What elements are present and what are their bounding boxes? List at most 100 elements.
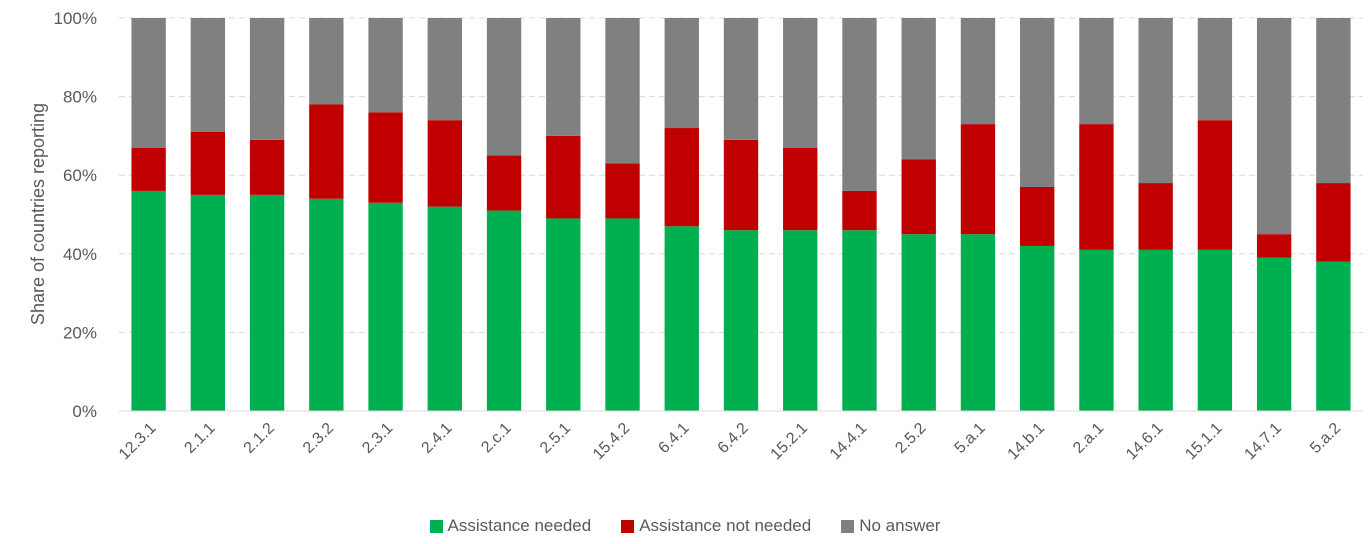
- x-tick-label: 2.5.1: [537, 420, 574, 457]
- legend-label: No answer: [859, 516, 941, 535]
- x-tick-label: 2.a.1: [1070, 420, 1107, 457]
- legend-item: No answer: [841, 516, 940, 536]
- y-axis-title: Share of countries reporting: [28, 103, 48, 325]
- stacked-bar-chart: 0% 20% 40% 60% 80% 100% 12.3.1 2.1.1 2.1.2 2.3.2…: [28, 9, 1363, 464]
- x-tick-label: 5.a.1: [952, 420, 989, 457]
- bar-segment: [960, 234, 996, 411]
- y-axis-tick-labels: 0% 20% 40% 60% 80% 100%: [54, 9, 97, 421]
- bar-segment: [1020, 186, 1055, 246]
- y-tick-label: 40%: [63, 245, 97, 264]
- bar-segment: [1020, 18, 1055, 187]
- x-tick-label: 2.3.2: [300, 420, 337, 457]
- bar-segment: [427, 206, 462, 411]
- x-tick-label: 2.3.1: [359, 420, 396, 457]
- bar-segment: [901, 18, 936, 160]
- bar-segment: [486, 18, 522, 156]
- bar-segment: [1138, 18, 1173, 184]
- bar-segment: [1138, 249, 1173, 411]
- bar-segment: [960, 124, 996, 235]
- x-tick-label: 14.7.1: [1241, 420, 1285, 464]
- legend: Assistance needed Assistance not needed No…: [0, 516, 1370, 536]
- bar-segment: [1256, 18, 1292, 235]
- bar-segment: [368, 18, 403, 113]
- x-tick-label: 14.4.1: [827, 420, 871, 464]
- x-tick-label: 6.4.1: [655, 420, 692, 457]
- bars: [131, 18, 1351, 411]
- bar-segment: [1256, 257, 1292, 411]
- bar-segment: [1138, 183, 1173, 250]
- bar-segment: [1256, 234, 1292, 258]
- y-tick-label: 0%: [72, 402, 97, 421]
- bar-segment: [1197, 18, 1233, 121]
- bar-segment: [1079, 249, 1114, 411]
- bar-segment: [1079, 124, 1114, 250]
- x-tick-label: 5.a.2: [1307, 420, 1344, 457]
- x-tick-label: 15.2.1: [768, 420, 812, 464]
- bar-segment: [664, 128, 699, 227]
- legend-swatch: [621, 519, 635, 533]
- bar-segment: [783, 18, 818, 148]
- x-tick-label: 14.b.1: [1005, 420, 1049, 464]
- bar-segment: [309, 104, 344, 199]
- bar-segment: [1197, 120, 1233, 250]
- bar-segment: [605, 163, 640, 219]
- bar-segment: [190, 194, 226, 411]
- bar-segment: [427, 120, 462, 207]
- bar-segment: [249, 139, 285, 195]
- bar-segment: [309, 18, 344, 105]
- bar-segment: [1079, 18, 1114, 125]
- bar-segment: [842, 230, 877, 411]
- bar-segment: [723, 230, 759, 411]
- bar-segment: [131, 147, 166, 191]
- legend-label: Assistance needed: [447, 516, 592, 535]
- bar-segment: [1197, 249, 1233, 411]
- legend-item: Assistance needed: [429, 516, 592, 536]
- bar-segment: [309, 198, 344, 411]
- y-tick-label: 100%: [54, 9, 97, 28]
- bar-segment: [546, 18, 581, 136]
- x-tick-label: 12.3.1: [116, 420, 160, 464]
- bar-segment: [664, 226, 699, 411]
- x-tick-label: 2.5.2: [892, 420, 929, 457]
- x-tick-label: 6.4.2: [715, 420, 752, 457]
- x-tick-label: 14.6.1: [1123, 420, 1167, 464]
- bar-segment: [723, 18, 759, 140]
- y-tick-label: 20%: [63, 323, 97, 342]
- legend-swatch: [841, 519, 855, 533]
- bar-segment: [486, 210, 522, 411]
- x-tick-label: 15.4.2: [590, 420, 634, 464]
- bar-segment: [190, 18, 226, 132]
- x-tick-label: 2.4.1: [418, 420, 455, 457]
- x-tick-label: 15.1.1: [1182, 420, 1226, 464]
- bar-segment: [427, 18, 462, 121]
- bar-segment: [1020, 245, 1055, 411]
- y-tick-label: 80%: [63, 88, 97, 107]
- bar-segment: [546, 135, 581, 219]
- bar-segment: [901, 234, 936, 411]
- legend-item: Assistance not needed: [621, 516, 811, 536]
- x-tick-label: 2.c.1: [478, 420, 515, 457]
- y-tick-label: 60%: [63, 166, 97, 185]
- bar-segment: [901, 159, 936, 235]
- bar-segment: [546, 218, 581, 411]
- bar-segment: [1316, 261, 1351, 411]
- bar-segment: [131, 190, 166, 411]
- bar-segment: [605, 218, 640, 411]
- bar-segment: [723, 139, 759, 231]
- bar-segment: [842, 190, 877, 231]
- x-axis-tick-labels: 12.3.1 2.1.1 2.1.2 2.3.2 2.3.1 2.4.1 2.c.1 2.5.…: [116, 420, 1344, 464]
- bar-segment: [783, 147, 818, 231]
- bar-segment: [842, 18, 877, 191]
- x-tick-label: 2.1.2: [241, 420, 278, 457]
- bar-segment: [131, 18, 166, 148]
- legend-label: Assistance not needed: [639, 516, 812, 535]
- bar-segment: [1316, 18, 1351, 184]
- bar-segment: [249, 194, 285, 411]
- bar-segment: [783, 230, 818, 411]
- bar-segment: [368, 202, 403, 411]
- bar-segment: [605, 18, 640, 164]
- bar-segment: [664, 18, 699, 129]
- bar-segment: [190, 131, 226, 195]
- bar-segment: [1316, 183, 1351, 262]
- legend-swatch: [429, 519, 443, 533]
